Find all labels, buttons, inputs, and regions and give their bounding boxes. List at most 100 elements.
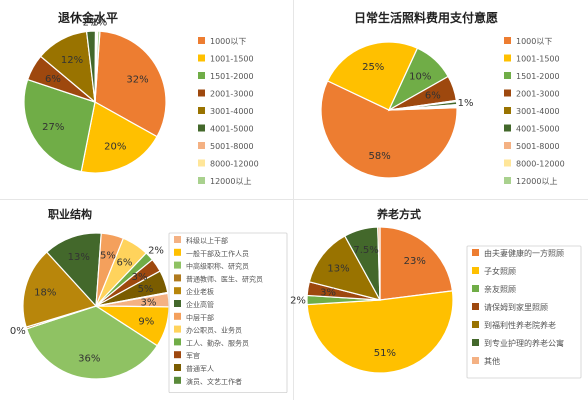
legend-frame (466, 245, 582, 379)
slice-label: 27% (42, 122, 64, 133)
legend-label: 1000以下 (210, 37, 246, 46)
legend-swatch (472, 285, 479, 292)
legend-label: 中高级职称、研究员 (186, 262, 249, 271)
legend-label: 1501-2000 (210, 72, 254, 81)
pie-slices (306, 226, 454, 374)
legend-label: 其他 (484, 356, 500, 366)
pie-slice (45, 232, 102, 308)
occupation-structure-chart: 职业结构 3% 9% 36% 0% 18% 13% 5% 6% 2% 3% 5% 科级以上干部 一般干部及… (0, 200, 294, 400)
legend-swatch (198, 177, 205, 184)
legend-label: 到福利性养老院养老 (484, 320, 556, 330)
legend-swatch (174, 274, 181, 282)
legend-label: 由夫妻健康的一方照顾 (484, 248, 564, 258)
legend-label: 办公职员、业务员 (186, 326, 242, 335)
legend-swatch (174, 312, 181, 320)
legend-swatch (174, 248, 181, 256)
legend-label: 工人、勤杂、服务员 (186, 338, 249, 347)
slice-label: 1% (458, 98, 474, 109)
legend-swatch (472, 249, 479, 256)
slice-label: 58% (368, 151, 390, 162)
legend-swatch (174, 300, 181, 307)
legend-label: 1001-1500 (210, 55, 254, 64)
legend-label: 1000以下 (516, 37, 552, 46)
legend: 科级以上干部一般干部及工作人员中高级职称、研究员普通教师、医生、研究员企业老板企… (168, 232, 288, 394)
slice-label: 6% (45, 74, 61, 85)
slice-label: 13% (327, 263, 349, 274)
legend-label: 8000-12000 (516, 160, 565, 169)
chart-title: 日常生活照料费用支付意愿 (354, 10, 498, 25)
legend-swatch (174, 287, 181, 295)
slice-label: 5% (100, 250, 116, 261)
slice-label: 2% (290, 296, 306, 307)
slice-label: 3% (320, 287, 336, 298)
elderly-care-mode-chart: 养老方式 23% 51% 2% 3% 13% 7.5% 由夫妻健康的一方照顾 子女照顾 亲友照顾请… (290, 200, 588, 400)
pension-level-chart: 退休金水平 32% 20% 27% 6% 12% 2% 1% 1000以下 1001-1500 15… (0, 0, 294, 200)
legend-label: 1501-2000 (516, 72, 560, 81)
legend-swatch (504, 89, 511, 97)
pie-slice (388, 105, 458, 111)
slice-label: 36% (78, 354, 100, 365)
legend-label: 到专业护理的养老公寓 (484, 338, 564, 348)
legend-swatch (504, 177, 511, 184)
legend: 1000以下 1001-1500 1501-2000 2001-3000 3001-40… (504, 37, 565, 186)
legend-label: 演员、文艺工作者 (186, 377, 242, 386)
legend-label: 2001-3000 (210, 90, 254, 99)
legend-swatch (174, 351, 181, 359)
pie-slice (377, 226, 381, 301)
slice-label: 2% (83, 18, 99, 29)
slice-label: 2% (148, 246, 164, 257)
pie-slice (306, 290, 454, 374)
legend-swatch (504, 159, 511, 167)
slice-label: 7.5% (353, 245, 378, 256)
legend-frame (168, 232, 288, 394)
legend-label: 3001-4000 (516, 107, 560, 116)
slice-label: 9% (138, 317, 154, 328)
legend-label: 一般干部及工作人员 (186, 249, 249, 258)
legend-swatch (504, 107, 511, 114)
legend-swatch (174, 325, 181, 333)
pie-slice (22, 251, 98, 328)
slice-label: 25% (362, 62, 384, 73)
legend-swatch (472, 357, 479, 364)
care-payment-willingness-chart: 日常生活照料费用支付意愿 58% 25% 10% 6% 1% 1000以下 1001-1500… (294, 0, 588, 200)
legend-swatch (174, 376, 181, 384)
legend-label: 12000以上 (210, 177, 251, 186)
pie-slices (22, 232, 170, 380)
legend: 由夫妻健康的一方照顾子女照顾亲友照顾请保姆到家里照顾到福利性养老院养老到专业护理… (466, 245, 582, 379)
legend-swatch (504, 54, 511, 62)
pie-slice (320, 80, 458, 179)
legend-swatch (472, 339, 479, 346)
pie-slice (23, 78, 96, 173)
legend-swatch (504, 142, 511, 149)
legend-swatch (198, 54, 205, 62)
pie-slice (94, 30, 167, 138)
legend-swatch (472, 303, 479, 310)
slice-label: 51% (374, 348, 396, 359)
pie-labels: 58% 25% 10% 6% 1% (362, 62, 473, 162)
slice-label: 6% (425, 91, 441, 102)
legend-label: 2001-3000 (516, 90, 560, 99)
slice-label: 3% (132, 272, 148, 283)
legend-swatch (198, 142, 205, 149)
pie-slices (23, 30, 167, 174)
legend-label: 军官 (186, 351, 200, 360)
slice-label: 6% (116, 257, 132, 268)
legend-swatch (198, 159, 205, 167)
legend-swatch (472, 321, 479, 328)
legend-label: 请保姆到家里照顾 (484, 302, 548, 312)
pie-slice (379, 226, 454, 301)
legend-swatch (472, 267, 479, 274)
chart-title: 退休金水平 (58, 10, 118, 25)
pie-labels: 23% 51% 2% 3% 13% 7.5% (290, 245, 426, 359)
legend-label: 亲友照顾 (484, 284, 516, 294)
pie-slice (94, 30, 101, 103)
pie-slice (326, 41, 419, 111)
legend-label: 子女照顾 (484, 266, 516, 276)
slice-label: 20% (104, 141, 126, 152)
slice-label: 1% (91, 18, 107, 29)
legend-label: 12000以上 (516, 177, 557, 186)
slice-label: 13% (68, 252, 90, 263)
legend-label: 8000-12000 (210, 160, 259, 169)
slice-label: 23% (404, 256, 426, 267)
legend-swatch (174, 364, 181, 371)
